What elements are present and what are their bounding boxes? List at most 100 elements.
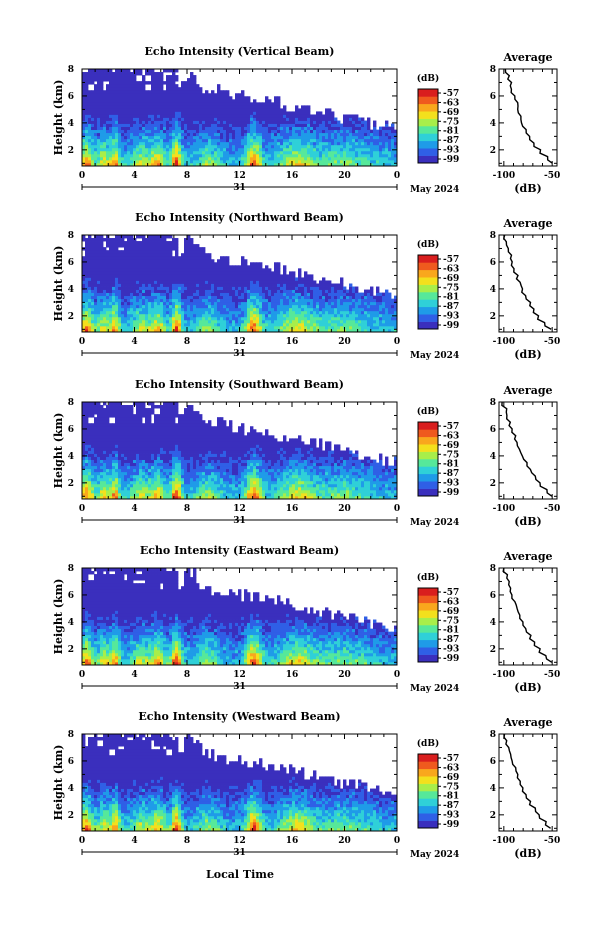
heatmap-cell	[130, 316, 134, 321]
heatmap-cell	[301, 105, 305, 109]
heatmap-cell	[175, 238, 179, 242]
heatmap-cell	[250, 277, 254, 281]
heatmap-cell	[112, 105, 116, 109]
heatmap-cell	[172, 99, 176, 103]
heatmap-cells	[82, 69, 398, 167]
heatmap-cell	[247, 325, 251, 330]
heatmap-cell	[265, 301, 269, 306]
heatmap-cell	[130, 75, 134, 79]
heatmap-cell	[319, 150, 323, 155]
heatmap-cell	[133, 295, 137, 300]
heatmap-cell	[361, 295, 365, 300]
heatmap-cell	[217, 310, 221, 315]
heatmap-cell	[181, 319, 185, 324]
heatmap-cell	[193, 316, 197, 321]
heatmap-cell	[241, 111, 245, 115]
heatmap-cell	[265, 105, 269, 109]
heatmap-cell	[211, 120, 215, 124]
heatmap-cell	[220, 99, 224, 103]
heatmap-cell	[100, 298, 104, 303]
heatmap-cell	[106, 141, 110, 146]
heatmap-cell	[370, 156, 374, 161]
heatmap-cell	[112, 274, 116, 278]
heatmap-cell	[181, 153, 185, 158]
heatmap-cell	[154, 78, 158, 82]
heatmap-cell	[157, 144, 161, 149]
heatmap-cell	[262, 301, 266, 306]
heatmap-cell	[145, 259, 149, 263]
heatmap-cell	[94, 102, 98, 106]
heatmap-cell	[169, 126, 173, 131]
heatmap-cell	[313, 114, 317, 118]
heatmap-cell	[211, 265, 215, 269]
heatmap-cell	[364, 313, 368, 318]
heatmap-cell	[307, 135, 311, 140]
heatmap-cell	[349, 144, 353, 149]
heatmap-cell	[94, 262, 98, 266]
heatmap-cell	[115, 132, 119, 137]
heatmap-cell	[139, 316, 143, 321]
heatmap-cell	[103, 325, 107, 330]
heatmap-cell	[190, 123, 194, 127]
heatmap-cell	[334, 286, 338, 290]
heatmap-cell	[307, 298, 311, 303]
heatmap-cell	[94, 93, 98, 97]
heatmap-cell	[220, 147, 224, 152]
heatmap-cell	[316, 328, 320, 333]
heatmap-cell	[256, 123, 260, 127]
heatmap-cell	[337, 304, 341, 309]
heatmap-cell	[115, 262, 119, 266]
heatmap-cell	[85, 90, 89, 94]
heatmap-cell	[157, 75, 161, 79]
heatmap-cell	[94, 99, 98, 103]
heatmap-cell	[94, 328, 98, 333]
heatmap-cell	[280, 325, 284, 330]
heatmap-cell	[139, 129, 143, 134]
heatmap-cell	[238, 99, 242, 103]
heatmap-cell	[256, 268, 260, 272]
heatmap-cell	[97, 304, 101, 309]
heatmap-cell	[196, 141, 200, 146]
heatmap-cell	[175, 295, 179, 300]
heatmap-cell	[139, 102, 143, 106]
heatmap-cell	[175, 141, 179, 146]
heatmap-cell	[355, 301, 359, 306]
heatmap-cell	[118, 328, 122, 333]
heatmap-cell	[298, 117, 302, 121]
heatmap-cell	[127, 84, 131, 88]
heatmap-cell	[199, 141, 203, 146]
heatmap-cell	[385, 162, 389, 167]
heatmap-cell	[181, 322, 185, 327]
heatmap-cell	[172, 129, 176, 134]
heatmap-cell	[166, 102, 170, 106]
heatmap-cell	[355, 144, 359, 149]
heatmap-cell	[319, 159, 323, 164]
heatmap-cell	[202, 138, 206, 143]
heatmap-cell	[115, 295, 119, 300]
heatmap-cell	[169, 265, 173, 269]
heatmap-cell	[205, 102, 209, 106]
heatmap-cell	[259, 156, 263, 161]
heatmap-cell	[325, 286, 329, 290]
heatmap-cell	[313, 298, 317, 303]
heatmap-cell	[394, 153, 398, 158]
heatmap-cell	[163, 310, 167, 315]
heatmap-cell	[88, 286, 92, 290]
heatmap-cell	[223, 162, 227, 167]
heatmap-cell	[238, 138, 242, 143]
heatmap-cell	[346, 117, 350, 121]
heatmap-cell	[139, 313, 143, 318]
heatmap-cell	[250, 283, 254, 287]
heatmap-cell	[355, 310, 359, 315]
heatmap-cell	[295, 328, 299, 333]
heatmap-cell	[256, 325, 260, 330]
heatmap-cell	[121, 132, 125, 137]
heatmap-cell	[364, 310, 368, 315]
heatmap-cell	[127, 90, 131, 94]
heatmap-cell	[313, 283, 317, 287]
heatmap-cell	[217, 292, 221, 297]
heatmap-cell	[118, 283, 122, 287]
heatmap-cell	[370, 295, 374, 300]
heatmap-cell	[355, 117, 359, 121]
heatmap-cell	[307, 307, 311, 312]
